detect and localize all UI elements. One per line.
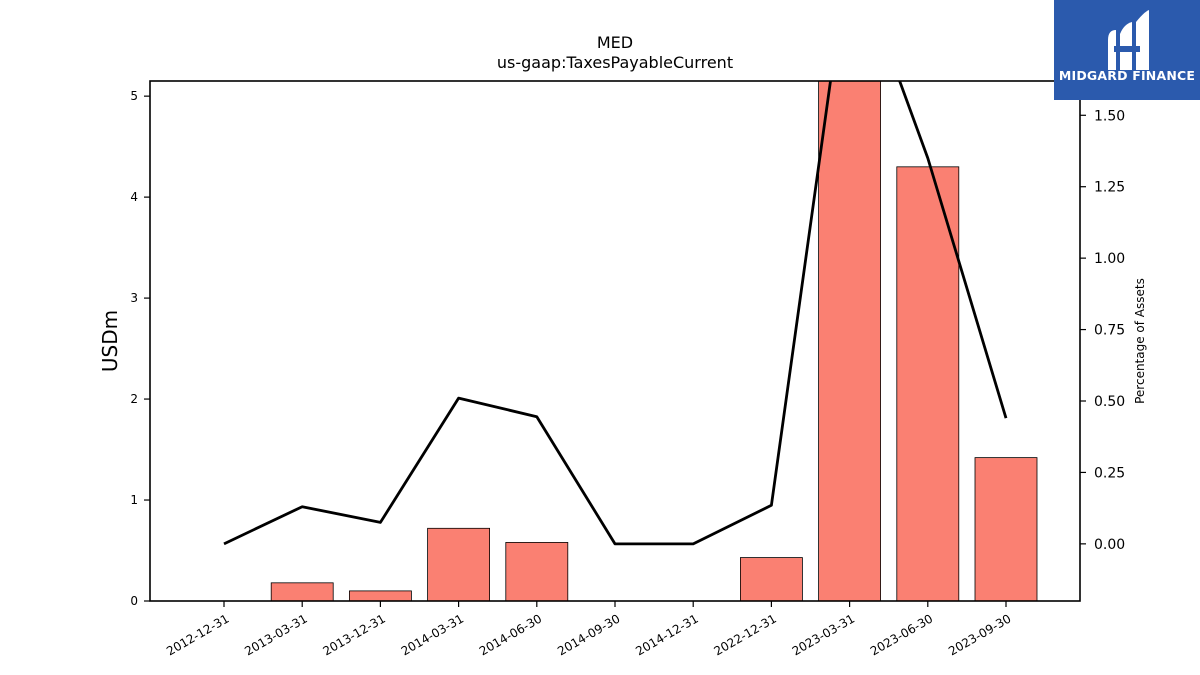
x-tick-label: 2013-12-31 bbox=[320, 611, 387, 658]
bar-2013-12-31 bbox=[348, 590, 412, 601]
y2-tick-label: 0.75 bbox=[1094, 323, 1125, 339]
x-tick-label: 2014-12-31 bbox=[633, 611, 700, 658]
x-tick-label: 2023-09-30 bbox=[946, 611, 1013, 658]
y2-tick-label: 0.25 bbox=[1094, 465, 1125, 481]
x-tick-label: 2014-03-31 bbox=[399, 611, 466, 658]
bar-series bbox=[270, 81, 1038, 601]
chart-subtitle: us-gaap:TaxesPayableCurrent bbox=[497, 53, 733, 72]
x-tick-label: 2023-03-31 bbox=[790, 611, 857, 658]
logo-text: MIDGARD FINANCE bbox=[1058, 68, 1196, 83]
bar-2022-12-31 bbox=[740, 557, 803, 601]
y2-tick-label: 1.00 bbox=[1094, 251, 1125, 267]
y2-tick-label: 0.00 bbox=[1094, 537, 1125, 553]
y-tick-label: 5 bbox=[130, 89, 138, 103]
y-axis-label: USDm bbox=[98, 310, 122, 372]
x-tick-label: 2023-06-30 bbox=[868, 611, 935, 658]
y-tick-label: 3 bbox=[130, 291, 138, 305]
bar-2014-03-31 bbox=[427, 527, 491, 601]
bar-2023-06-30 bbox=[896, 166, 960, 601]
chart-title: MED bbox=[597, 33, 633, 52]
y-tick-label: 0 bbox=[130, 594, 138, 608]
bar-2013-03-31 bbox=[270, 582, 334, 601]
y-tick-label: 4 bbox=[130, 190, 138, 204]
line-series bbox=[223, 81, 1008, 546]
line-path bbox=[223, 81, 1008, 546]
x-tick-label: 2013-03-31 bbox=[242, 611, 309, 658]
x-tick-label: 2014-09-30 bbox=[555, 611, 622, 658]
x-tick-label: 2014-06-30 bbox=[477, 611, 544, 658]
logo-mark-icon bbox=[1108, 10, 1149, 70]
x-tick-label: 2022-12-31 bbox=[711, 611, 778, 658]
y2-tick-label: 1.50 bbox=[1094, 108, 1125, 124]
y2-axis-label: Percentage of Assets bbox=[1133, 278, 1147, 404]
y2-tick-label: 1.25 bbox=[1094, 180, 1125, 196]
brand-logo: MIDGARD FINANCE bbox=[1054, 0, 1200, 100]
bar-2014-06-30 bbox=[505, 542, 569, 601]
x-tick-label: 2012-12-31 bbox=[164, 611, 231, 658]
y2-tick-label: 0.50 bbox=[1094, 394, 1125, 410]
y-tick-label: 2 bbox=[130, 392, 138, 406]
bar-2023-09-30 bbox=[974, 457, 1038, 601]
y-tick-label: 1 bbox=[130, 493, 138, 507]
bar-2023-03-31 bbox=[818, 81, 881, 601]
